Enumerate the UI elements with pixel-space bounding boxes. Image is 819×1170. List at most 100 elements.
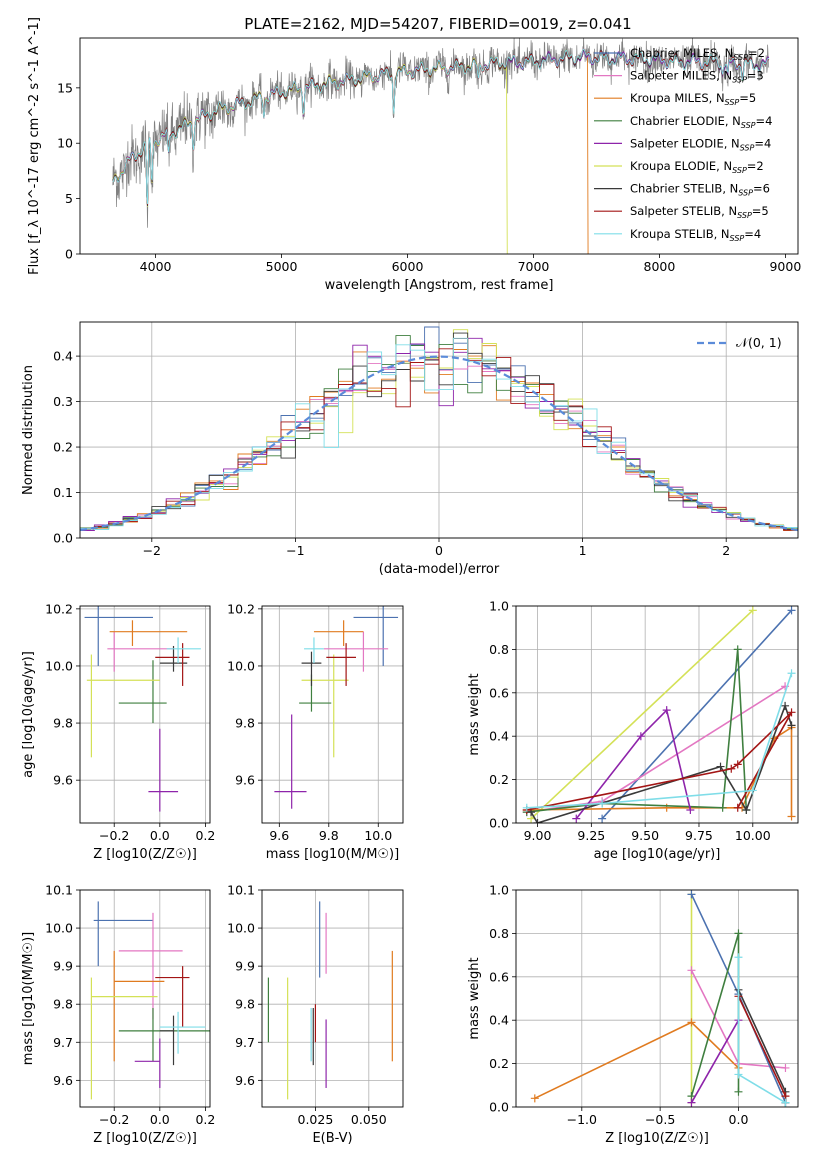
weight-series-kroupa-stelib [734, 953, 790, 1107]
errorbar-salpeter-stelib [155, 643, 190, 686]
x-tick-label: −0.2 [99, 828, 129, 843]
y-tick-label: 0.3 [53, 394, 73, 409]
errorbar-salpeter-elodie [148, 728, 179, 812]
x-tick-label: 6000 [392, 259, 424, 274]
y-tick-label: 0.0 [53, 531, 73, 546]
weight-point-marker [716, 762, 725, 771]
x-tick-label: 10.0 [364, 828, 392, 843]
x-tick-label: 0.0 [729, 1112, 749, 1127]
weight-point-marker [733, 803, 742, 812]
panel-spectrum: 4000 5000 6000 7000 8000 9000 0 5 10 15 wavelength… [27, 17, 801, 293]
weight-point-marker [533, 819, 542, 823]
y-tick-label: 0.2 [489, 1056, 509, 1071]
y-tick-label: 9.6 [53, 773, 73, 788]
weight-point-marker [787, 669, 796, 678]
x-axis-label: wavelength [Angstrom, rest frame] [325, 278, 554, 293]
errorbar-kroupa-miles [113, 950, 165, 1062]
x-tick-label: 4000 [140, 259, 172, 274]
weight-point-marker [734, 1070, 743, 1079]
x-tick-label: 10.00 [735, 828, 771, 843]
x-axis-label: age [log10(age/yr)] [594, 847, 721, 862]
legend-label-chabrier-elodie: Chabrier ELODIE, NSSP=4 [630, 114, 772, 130]
weight-line [530, 703, 793, 823]
y-tick-label: 0.4 [489, 729, 509, 744]
axes-frame-mass-vs-Z [79, 889, 211, 1108]
weight-point-marker [781, 1098, 790, 1107]
errorbar-kroupa-stelib [304, 637, 324, 664]
errorbar-chabrier-miles [93, 901, 153, 967]
residual-legend: 𝒩(0, 1) [697, 335, 782, 350]
normal-reference-curve [80, 355, 798, 532]
weight-point-marker [733, 760, 742, 769]
x-tick-label: 8000 [644, 259, 676, 274]
spectrum-legend: Chabrier MILES, NSSP=2 Salpeter MILES, NS… [594, 46, 772, 243]
y-tick-label: 10.0 [227, 658, 255, 673]
errorbar-kroupa-miles [109, 620, 188, 646]
weight-point-marker [662, 706, 671, 715]
y-tick-label: 9.6 [235, 773, 255, 788]
weight-series-kroupa-elodie [687, 890, 696, 1107]
legend-label-kroupa-elodie: Kroupa ELODIE, NSSP=2 [630, 159, 764, 175]
y-tick-label: 10.0 [227, 921, 255, 936]
x-tick-label: 9.8 [319, 828, 339, 843]
legend-label-kroupa-stelib: Kroupa STELIB, NSSP=4 [630, 227, 761, 243]
errorbar-salpeter-miles [323, 631, 389, 672]
weight-point-marker [598, 799, 607, 808]
weight-point-marker [522, 803, 531, 812]
weight-series-salpeter-elodie [687, 1016, 743, 1107]
weight-point-marker [687, 1018, 696, 1027]
weight-point-marker [686, 805, 695, 814]
axes-frame-mass-vs-EBV [261, 889, 404, 1108]
x-tick-label: −2 [143, 543, 161, 558]
histogram-salpeter-stelib [80, 338, 798, 531]
y-tick-label: 0.4 [489, 1013, 509, 1028]
figure-title: PLATE=2162, MJD=54207, FIBERID=0019, z=0… [244, 15, 631, 33]
axes-frame-age-vs-mass [261, 605, 404, 824]
weight-point-marker [748, 786, 757, 795]
errorbar-kroupa-stelib [166, 637, 201, 664]
errorbar-salpeter-stelib [326, 643, 356, 686]
panel-mass-weight-vs-age: 9.00 9.25 9.50 9.75 10.00 0.0 0.2 0.4 0.6 0.8 1.0 a… [467, 599, 798, 862]
x-tick-label: 0.025 [298, 1112, 334, 1127]
y-tick-label: 9.7 [53, 1035, 73, 1050]
legend-label-chabrier-stelib: Chabrier STELIB, NSSP=6 [630, 182, 770, 198]
weight-line [737, 995, 787, 1097]
x-axis-label: Z [log10(Z/Z☉)] [93, 847, 197, 862]
x-tick-label: 0.0 [150, 828, 170, 843]
y-tick-label: 0.6 [489, 685, 509, 700]
weight-point-marker [787, 721, 796, 730]
y-tick-label: 0.1 [53, 485, 73, 500]
weight-point-marker [598, 814, 607, 823]
weight-point-marker [787, 812, 796, 821]
axes-frame-age-vs-Z [79, 605, 211, 824]
y-axis-label: mass weight [467, 957, 482, 1039]
axes-frame-spectrum [79, 37, 799, 255]
legend-label-salpeter-miles: Salpeter MILES, NSSP=3 [630, 69, 764, 85]
x-tick-label: 5000 [266, 259, 298, 274]
legend-label-chabrier-miles: Chabrier MILES, NSSP=2 [630, 46, 765, 62]
weight-line [526, 726, 793, 817]
errorbar-chabrier-elodie [118, 1008, 210, 1062]
y-axis-label: Normed distribution [21, 365, 36, 495]
errorbar-kroupa-elodie [86, 654, 160, 758]
x-tick-label: −0.2 [99, 1112, 129, 1127]
model-spectrum-kroupa-stelib [112, 48, 770, 205]
y-axis-label: age [log10(age/yr)] [21, 651, 36, 778]
legend-label-kroupa-miles: Kroupa MILES, NSSP=5 [630, 91, 756, 107]
y-tick-label: 0 [65, 247, 73, 262]
x-axis-label: E(B-V) [312, 1131, 352, 1146]
y-tick-label: 0.8 [489, 642, 509, 657]
weight-point-marker [781, 1063, 790, 1072]
y-tick-label: 0.4 [53, 349, 73, 364]
errorbar-kroupa-miles [313, 620, 364, 646]
x-tick-label: 0.050 [351, 1112, 387, 1127]
panel-mass-weight-vs-Z: −1.0 −0.5 0.0 0.0 0.2 0.4 0.6 0.8 1.0 Z [log10(Z/… [467, 883, 798, 1146]
y-tick-label: 0.6 [489, 969, 509, 984]
axes-frame-mass-weight-vs-Z [515, 889, 799, 1108]
weight-line [690, 933, 740, 1097]
x-tick-label: 0.0 [150, 1112, 170, 1127]
panel-residuals: −2 −1 0 1 2 0.0 0.1 0.2 0.3 0.4 (data-model)/error… [21, 322, 798, 577]
x-tick-label: 9.75 [685, 828, 713, 843]
y-tick-label: 10.2 [227, 601, 255, 616]
weight-point-marker [636, 732, 645, 741]
